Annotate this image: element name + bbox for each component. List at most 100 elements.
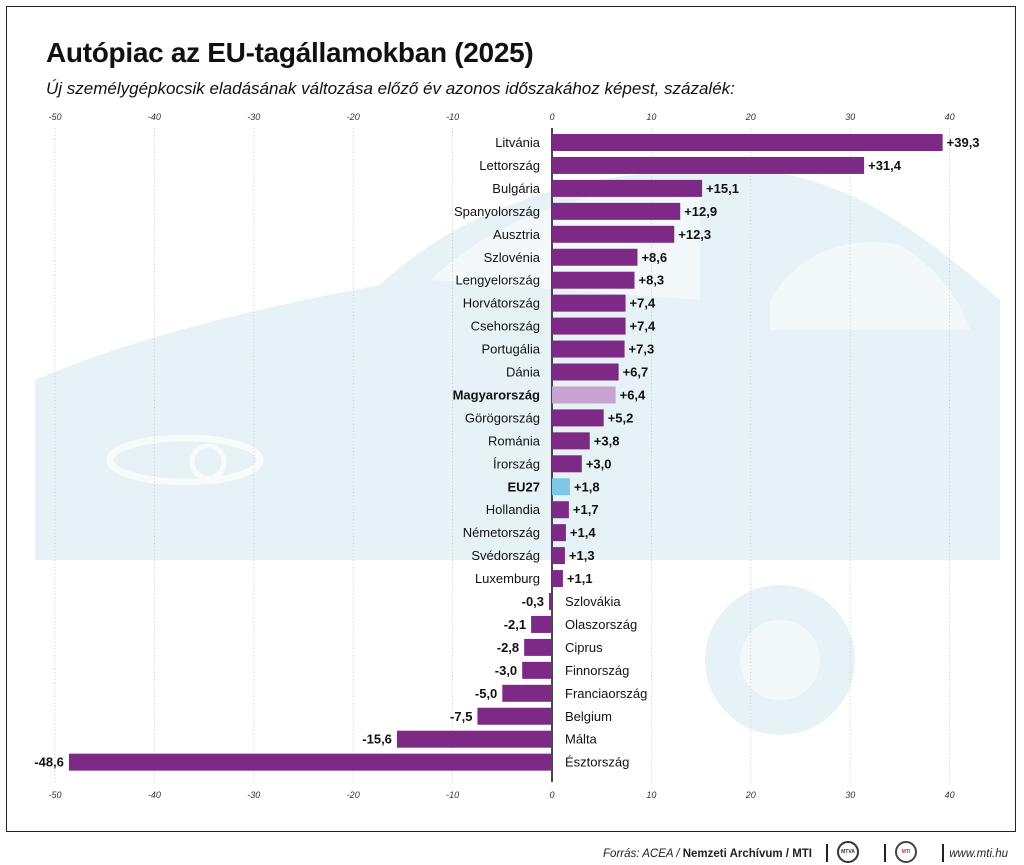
value-label: -0,3 xyxy=(522,594,544,609)
bar-Bulgária xyxy=(552,179,703,197)
bottom-tick-label: 30 xyxy=(845,790,855,800)
category-label: Bulgária xyxy=(492,181,540,196)
value-label: -2,8 xyxy=(497,640,519,655)
top-tick-label: -10 xyxy=(446,112,459,122)
bar-Dánia xyxy=(552,363,619,381)
category-label: Csehország xyxy=(471,319,540,334)
value-label: -2,1 xyxy=(504,617,526,632)
bar-Szlovénia xyxy=(552,248,638,266)
value-label: +7,4 xyxy=(630,319,656,334)
car-silhouette-background xyxy=(35,169,1000,735)
bar-Magyarország xyxy=(552,386,616,404)
chart-title: Autópiac az EU-tagállamokban (2025) xyxy=(46,37,534,68)
mti-logo-icon: MTI xyxy=(895,841,917,863)
value-label: +12,9 xyxy=(684,204,717,219)
car-body-shape xyxy=(35,169,1000,560)
bar-Németország xyxy=(552,524,566,542)
chart-subtitle: Új személygépkocsik eladásának változása… xyxy=(46,79,735,98)
category-label: Németország xyxy=(463,525,540,540)
value-label: -7,5 xyxy=(450,709,472,724)
bar-Málta xyxy=(396,730,552,748)
category-label: Szlovénia xyxy=(484,250,541,265)
car-grille-shape xyxy=(106,434,264,486)
bottom-tick-label: -20 xyxy=(347,790,360,800)
category-label: Luxemburg xyxy=(475,571,540,586)
bottom-axis-ticks: -50 -40 -30 -20 -10 0 10 20 30 40 xyxy=(48,790,954,800)
bar-Észtország xyxy=(68,753,552,771)
logo-mtva-text: MTVA xyxy=(841,849,855,855)
category-label: Spanyolország xyxy=(454,204,540,219)
category-label: Görögország xyxy=(465,410,540,425)
bar-Görögország xyxy=(552,409,604,427)
value-label: +6,4 xyxy=(620,387,646,402)
category-label: Észtország xyxy=(565,755,629,770)
value-label: -48,6 xyxy=(34,755,64,770)
value-label: +8,6 xyxy=(641,250,667,265)
bar-Luxemburg xyxy=(552,570,563,588)
website-link[interactable]: www.mti.hu xyxy=(949,848,1008,860)
category-label: Málta xyxy=(565,732,598,747)
category-label: Lettország xyxy=(479,158,540,173)
value-label: +1,3 xyxy=(569,548,595,563)
value-label: +1,7 xyxy=(573,502,599,517)
value-label: +1,1 xyxy=(567,571,593,586)
value-label: +6,7 xyxy=(623,365,649,380)
bar-Horvátország xyxy=(552,294,626,312)
category-label: Hollandia xyxy=(486,502,541,517)
chart-bars xyxy=(68,134,943,771)
category-label: Svédország xyxy=(471,548,540,563)
mtva-logo-icon: MTVA xyxy=(837,841,859,863)
value-label: +5,2 xyxy=(608,410,634,425)
value-label: +7,3 xyxy=(629,342,655,357)
category-label: Lengyelország xyxy=(455,273,540,288)
category-label: Belgium xyxy=(565,709,612,724)
category-label: Finnország xyxy=(565,663,629,678)
bottom-tick-label: -10 xyxy=(446,790,459,800)
bar-Ausztria xyxy=(552,225,675,243)
bar-Románia xyxy=(552,432,590,450)
bottom-tick-label: -40 xyxy=(148,790,161,800)
category-label: Franciaország xyxy=(565,686,647,701)
category-label: Írország xyxy=(493,456,540,471)
value-label: -15,6 xyxy=(362,732,392,747)
bottom-tick-label: 20 xyxy=(745,790,756,800)
bar-Csehország xyxy=(552,317,626,335)
category-label: Dánia xyxy=(506,365,541,380)
value-label: +7,4 xyxy=(630,296,656,311)
bar-Franciaország xyxy=(502,684,552,702)
car-rear-window-shape xyxy=(770,242,970,330)
footer-divider xyxy=(942,844,944,862)
top-axis-ticks: -50 -40 -30 -20 -10 0 10 20 30 40 xyxy=(48,112,954,122)
value-label: +1,8 xyxy=(574,479,600,494)
value-label: +3,8 xyxy=(594,433,620,448)
bar-Lengyelország xyxy=(552,271,635,289)
bar-Portugália xyxy=(552,340,625,358)
top-tick-label: 30 xyxy=(845,112,855,122)
car-badge-shape xyxy=(189,443,227,481)
bar-Finnország xyxy=(522,661,552,679)
logo-mti-text: MTI xyxy=(901,849,911,855)
value-label: +39,3 xyxy=(947,135,980,150)
bar-Ciprus xyxy=(524,638,552,656)
top-tick-label: -50 xyxy=(48,112,61,122)
top-tick-label: -30 xyxy=(247,112,260,122)
bottom-tick-label: -30 xyxy=(247,790,260,800)
category-label: Portugália xyxy=(481,342,540,357)
bar-chart: -50 -40 -30 -20 -10 0 10 20 30 40 -50 -40 -30 -20 -10… xyxy=(34,112,1000,800)
top-tick-label: 0 xyxy=(549,112,554,122)
category-label: Románia xyxy=(488,433,541,448)
bar-Hollandia xyxy=(552,501,569,519)
bar-Írország xyxy=(552,455,582,473)
value-label: +1,4 xyxy=(570,525,596,540)
bottom-tick-label: 40 xyxy=(945,790,955,800)
footer: Forrás: ACEA / Nemzeti Archívum / MTI MT… xyxy=(0,838,1016,865)
top-tick-label: 40 xyxy=(945,112,955,122)
value-label: +3,0 xyxy=(586,456,612,471)
value-label: -3,0 xyxy=(495,663,517,678)
value-label: +8,3 xyxy=(639,273,665,288)
bar-Spanyolország xyxy=(552,202,681,220)
bar-Szlovákia xyxy=(549,593,552,610)
source-agency: Nemzeti Archívum / MTI xyxy=(682,848,812,860)
car-wheel-hub-shape xyxy=(740,620,820,700)
value-label: +12,3 xyxy=(678,227,711,242)
